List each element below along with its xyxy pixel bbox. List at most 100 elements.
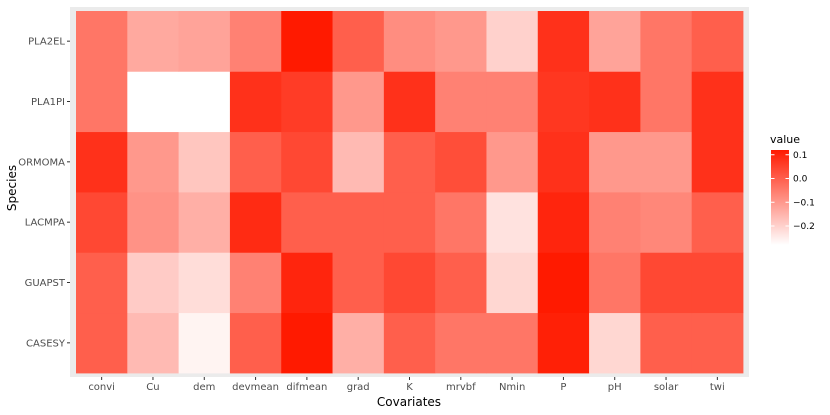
heatmap-cell xyxy=(229,11,282,72)
heatmap-cell xyxy=(435,11,487,72)
heatmap-cell xyxy=(332,71,385,133)
legend-label: 0.1 xyxy=(793,151,807,161)
heatmap-cell xyxy=(76,192,128,253)
heatmap-cell xyxy=(229,252,282,314)
heatmap-cell xyxy=(76,11,128,72)
heatmap-cell xyxy=(691,312,744,374)
heatmap-cell xyxy=(76,131,128,193)
heatmap-cell xyxy=(127,252,180,314)
heatmap-cell xyxy=(127,11,180,72)
heatmap-cell xyxy=(589,131,641,193)
heatmap-cell xyxy=(435,71,487,133)
heatmap-cell xyxy=(589,71,641,133)
legend-label: −0.1 xyxy=(793,198,815,208)
heatmap-cell xyxy=(640,11,693,72)
heatmap-cell xyxy=(332,312,385,374)
y-tick-label: LACMPA xyxy=(25,218,65,229)
heatmap-cell xyxy=(383,192,436,253)
heatmap-cell xyxy=(229,312,282,374)
x-tick-label: difmean xyxy=(286,382,327,393)
heatmap-cell xyxy=(537,192,590,253)
y-axis-ticks: CASESY GUAPST LACMPA ORMOMA PLA1PI PLA2EL xyxy=(18,37,70,349)
heatmap-cell xyxy=(691,11,744,72)
heatmap-cell xyxy=(281,71,333,133)
x-axis-title: Covariates xyxy=(377,395,441,409)
heatmap-cell xyxy=(537,312,590,374)
heatmap-cell xyxy=(127,312,180,374)
y-axis-title: Species xyxy=(5,165,19,211)
heatmap-cell xyxy=(332,192,385,253)
heatmap-cell xyxy=(537,11,590,72)
x-tick-label: solar xyxy=(654,382,679,393)
x-tick-label: Cu xyxy=(146,382,159,393)
heatmap-cell xyxy=(486,252,539,314)
x-tick-label: pH xyxy=(608,382,622,393)
heatmap-cell xyxy=(537,252,590,314)
heatmap-cell xyxy=(383,312,436,374)
heatmap-cell xyxy=(178,192,231,253)
heatmap-cell xyxy=(589,252,641,314)
x-tick-label: P xyxy=(560,382,566,393)
heatmap-cell xyxy=(178,71,231,133)
heatmap-cell xyxy=(486,71,539,133)
heatmap-cell xyxy=(76,312,128,374)
legend-label: −0.2 xyxy=(793,222,815,232)
heatmap-cell xyxy=(332,131,385,193)
heatmap-cell xyxy=(691,192,744,253)
heatmap-cell xyxy=(281,312,333,374)
heatmap-cell xyxy=(486,312,539,374)
heatmap-cell xyxy=(76,252,128,314)
legend-title: value xyxy=(770,133,800,146)
heatmap-cell xyxy=(589,192,641,253)
heatmap-cell xyxy=(537,71,590,133)
heatmap-cell xyxy=(281,192,333,253)
heatmap-cell xyxy=(640,131,693,193)
heatmap-cell xyxy=(127,192,180,253)
heatmap-cell xyxy=(383,71,436,133)
x-tick-label: K xyxy=(406,382,413,393)
color-legend: value 0.1 0.0 −0.1 −0.2 xyxy=(770,133,815,245)
x-tick-label: twi xyxy=(710,382,725,393)
x-tick-label: mrvbf xyxy=(446,382,476,393)
heatmap-cell xyxy=(691,131,744,193)
heatmap-cell xyxy=(383,252,436,314)
heatmap-cell xyxy=(178,11,231,72)
heatmap-cell xyxy=(229,192,282,253)
heatmap-cell xyxy=(589,11,641,72)
x-tick-label: grad xyxy=(347,382,370,393)
heatmap-cell xyxy=(435,252,487,314)
heatmap-cell xyxy=(76,71,128,133)
legend-label: 0.0 xyxy=(793,175,808,185)
heatmap-cell xyxy=(486,11,539,72)
x-tick-label: Nmin xyxy=(499,382,525,393)
legend-colorbar xyxy=(771,150,789,245)
x-tick-label: devmean xyxy=(232,382,279,393)
heatmap-cell xyxy=(435,192,487,253)
heatmap-cell xyxy=(486,192,539,253)
y-tick-label: CASESY xyxy=(26,338,66,349)
heatmap-cell xyxy=(691,71,744,133)
heatmap-cell xyxy=(435,131,487,193)
heatmap-cell xyxy=(691,252,744,314)
heatmap-cell xyxy=(589,312,641,374)
heatmap-cell xyxy=(178,252,231,314)
y-tick-label: PLA2EL xyxy=(28,37,65,48)
heatmap-cell xyxy=(435,312,487,374)
heatmap-cell xyxy=(281,252,333,314)
heatmap-cell xyxy=(640,312,693,374)
heatmap-cell xyxy=(332,11,385,72)
plot-panel xyxy=(70,7,749,377)
heatmap-cell xyxy=(383,11,436,72)
heatmap-cell xyxy=(281,11,333,72)
heatmap-cell xyxy=(332,252,385,314)
heatmap-cell xyxy=(127,71,180,133)
y-tick-label: GUAPST xyxy=(25,278,66,289)
heatmap-cell xyxy=(281,131,333,193)
heatmap-cell xyxy=(383,131,436,193)
heatmap-cell xyxy=(178,312,231,374)
heatmap-cell xyxy=(178,131,231,193)
heatmap-cell xyxy=(229,71,282,133)
heatmap-cell xyxy=(537,131,590,193)
